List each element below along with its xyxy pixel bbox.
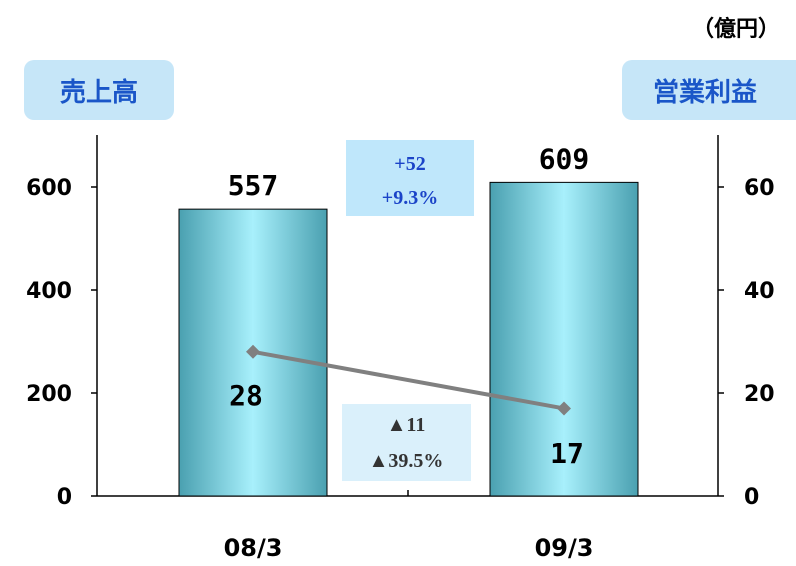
unit-label: （億円）: [692, 16, 780, 42]
right-tick-label: 40: [744, 279, 775, 304]
sales-bar: [489, 181, 639, 497]
category-label: 08/3: [224, 534, 283, 562]
sales-value-labels: 557 609: [228, 142, 590, 202]
sales-change-box: [346, 140, 474, 216]
sales-change-pct: +9.3%: [382, 187, 438, 209]
sales-change-abs: +52: [394, 153, 425, 175]
profit-point: [557, 401, 571, 416]
left-tick-label: 600: [26, 176, 72, 201]
left-axis-title: 売上高: [60, 77, 138, 108]
category-labels: 08/3 09/3: [224, 490, 594, 562]
profit-point: [246, 344, 260, 359]
profit-line-series: [246, 344, 571, 416]
profit-change-box: [342, 404, 471, 481]
left-axis-title-box: [24, 60, 174, 120]
profit-value-labels: 28 17: [229, 379, 584, 470]
profit-change-abs: ▲11: [387, 414, 426, 436]
right-axis-title: 営業利益: [653, 78, 757, 108]
right-axis-ticks: 0 20 40 60: [718, 176, 775, 510]
profit-change-pct: ▲39.5%: [369, 450, 444, 472]
left-tick-label: 0: [57, 485, 72, 510]
category-label: 09/3: [535, 534, 594, 562]
profit-line: [252, 349, 565, 411]
sales-value-label: 609: [539, 142, 590, 175]
sales-value-label: 557: [228, 169, 279, 202]
right-tick-label: 20: [744, 382, 775, 407]
left-tick-label: 200: [26, 382, 72, 407]
sales-bars: [178, 181, 639, 497]
right-axis-title-box: [622, 60, 796, 120]
right-tick-label: 0: [744, 485, 759, 510]
left-tick-label: 400: [26, 279, 72, 304]
profit-value-label: 17: [550, 437, 584, 470]
right-tick-label: 60: [744, 176, 775, 201]
left-axis-ticks: 0 200 400 600: [26, 176, 97, 510]
profit-value-label: 28: [229, 379, 263, 412]
